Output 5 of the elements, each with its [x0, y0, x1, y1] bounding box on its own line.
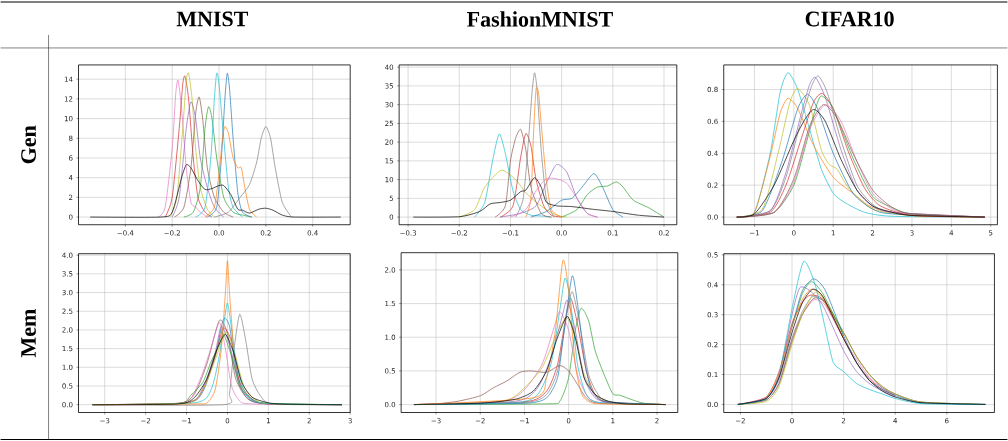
chart-title: CIFAR10 — [805, 11, 894, 27]
y-axis-title: Gen — [21, 125, 36, 164]
chart-title: FashionMNIST — [467, 11, 613, 27]
y-axis-title: Mem — [21, 308, 36, 357]
chart-title: MNIST — [176, 11, 249, 27]
